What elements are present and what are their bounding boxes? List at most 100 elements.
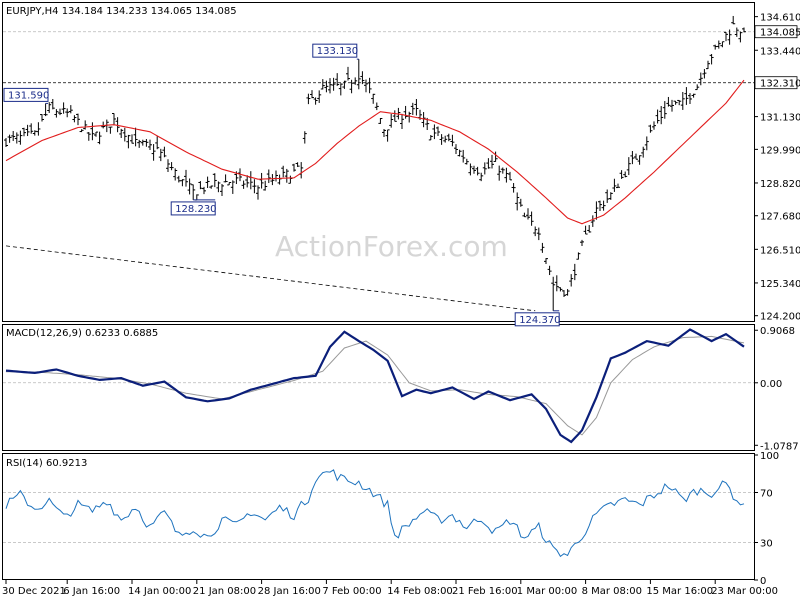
price-label-134085: 134.085	[760, 28, 800, 39]
price-panel-frame	[2, 2, 755, 322]
ohlc-bar	[641, 146, 646, 158]
ohlc-bar	[432, 124, 437, 140]
ohlc-bar	[695, 84, 700, 91]
ohlc-bar	[11, 130, 16, 142]
ohlc-bar	[324, 80, 329, 93]
ohlc-bar	[230, 180, 235, 194]
ohlc-bar	[526, 208, 530, 220]
ohlc-bar	[284, 168, 289, 183]
ohlc-bar	[583, 225, 588, 235]
ohlc-bar	[576, 252, 581, 260]
ohlc-bar	[216, 181, 221, 193]
ohlc-bar	[648, 124, 653, 133]
ohlc-bar	[616, 183, 620, 189]
ohlc-bar	[544, 258, 548, 265]
price-label-box	[754, 76, 798, 90]
ohlc-bar	[306, 93, 311, 105]
ohlc-bar	[50, 98, 55, 110]
time-axis-label: 14 Jan 00:00	[128, 586, 191, 597]
ohlc-bar	[90, 122, 95, 141]
price-label-132310: 132.310	[760, 79, 800, 90]
ohlc-bar	[626, 157, 631, 176]
macd-axis-label: 0.00	[760, 379, 782, 390]
ohlc-bar	[655, 109, 660, 124]
time-axis-label: 7 Feb 00:00	[322, 586, 381, 597]
price-axis-label: 133.440	[760, 46, 800, 57]
time-axis-label: 14 Feb 08:00	[387, 586, 453, 597]
ohlc-bar	[86, 131, 91, 141]
ohlc-bar	[421, 112, 426, 128]
ohlc-bar	[346, 66, 350, 81]
ohlc-bar	[518, 198, 523, 207]
macd-panel: 0.9068 0.00 -1.0787	[3, 326, 799, 452]
price-axis-label: 126.510	[760, 245, 800, 256]
ohlc-bar	[598, 200, 602, 212]
rsi-panel-title: RSI(14) 60.9213	[6, 458, 87, 469]
ohlc-bar	[680, 91, 685, 110]
ohlc-bar	[630, 150, 635, 165]
ohlc-bar	[29, 123, 34, 134]
ohlc-bar	[97, 131, 102, 145]
ohlc-bar	[727, 29, 732, 45]
ohlc-bar	[14, 132, 19, 144]
ohlc-bar	[666, 96, 671, 107]
ohlc-bar	[691, 93, 696, 98]
ohlc-bar	[389, 113, 394, 128]
ohlc-bar	[472, 165, 476, 174]
rsi-panel-frame	[2, 453, 755, 580]
ohlc-bar	[490, 154, 494, 169]
ohlc-bar	[724, 31, 728, 42]
ohlc-bar	[540, 242, 545, 253]
ohlc-bar	[58, 108, 62, 116]
price-axis-label: 127.680	[760, 212, 800, 223]
ohlc-bar	[439, 134, 444, 145]
ohlc-bar	[144, 139, 149, 147]
ohlc-bar	[457, 149, 462, 157]
ohlc-bar	[155, 136, 160, 150]
ohlc-bar	[25, 124, 30, 137]
ohlc-bar	[4, 137, 8, 147]
price-axis-label: 131.130	[760, 113, 800, 124]
ohlc-bar	[565, 289, 570, 296]
rsi-panel: 100 70 30 0	[3, 451, 779, 587]
ohlc-bar	[148, 139, 152, 150]
watermark: ActionForex.com	[275, 230, 508, 263]
ohlc-bar	[374, 102, 379, 111]
ohlc-bar	[68, 105, 73, 114]
ohlc-bar	[673, 100, 678, 105]
macd-panel-frame	[2, 324, 755, 451]
ohlc-bar	[385, 129, 390, 142]
ohlc-bar	[335, 73, 340, 86]
ohlc-bar	[475, 166, 480, 176]
ohlc-bar	[731, 15, 736, 25]
ohlc-bar	[400, 113, 404, 129]
ohlc-bar	[572, 263, 577, 281]
ohlc-bar	[382, 128, 386, 138]
ohlc-bar	[684, 87, 689, 105]
ohlc-bar	[652, 121, 656, 130]
ohlc-bar	[54, 109, 59, 118]
ohlc-bar	[436, 126, 440, 137]
ohlc-bar	[508, 171, 512, 181]
ohlc-bar	[162, 146, 167, 158]
ohlc-bar	[479, 172, 484, 182]
ohlc-bar	[551, 276, 556, 311]
ohlc-bar	[292, 163, 296, 172]
ohlc-bar	[619, 170, 624, 179]
ohlc-bar	[742, 27, 746, 33]
ohlc-bar	[209, 185, 214, 189]
ohlc-bar	[601, 200, 606, 211]
ohlc-bar	[482, 162, 487, 175]
ohlc-bar	[515, 192, 520, 211]
ohlc-bar	[688, 93, 692, 104]
ohlc-bar	[464, 158, 469, 165]
ohlc-bar	[637, 155, 642, 165]
ohlc-bar	[454, 144, 458, 155]
price-panel: 134.610 133.440 131.130 129.990 128.820 127.6…	[3, 13, 800, 327]
ohlc-bar	[43, 103, 48, 117]
ohlc-bar	[734, 27, 739, 37]
ohlc-bar	[112, 113, 116, 126]
ohlc-bar	[554, 275, 559, 292]
trend-line	[5, 245, 536, 312]
